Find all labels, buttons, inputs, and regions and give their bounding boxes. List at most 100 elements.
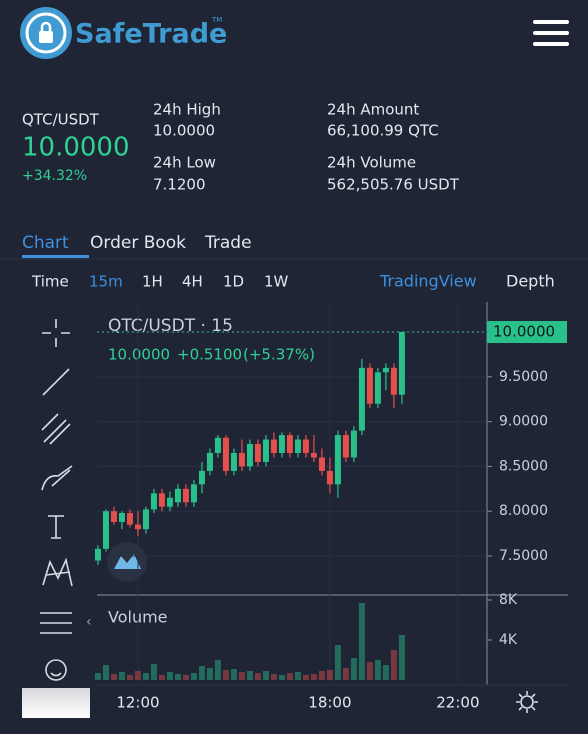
candle-body [374,372,381,404]
candle-body [302,439,309,453]
candle-body [278,435,285,453]
candle-body [134,524,141,530]
logo[interactable]: SafeTrade TM [20,7,227,59]
volume-bar [166,672,173,680]
gear [520,695,534,709]
tab[interactable]: Trade [204,233,252,253]
fib-tool[interactable] [41,413,71,445]
candle-body [158,493,165,507]
candle-body [294,439,301,453]
candle-body [262,439,269,462]
crosshair-tool[interactable] [42,319,70,347]
logo-ring [25,12,67,54]
interval[interactable]: 1W [264,273,289,291]
chart-title: QTC/USDT · 15 [108,316,233,336]
candle-body [318,457,325,471]
candle-body [350,430,357,458]
candle-body [190,484,197,503]
price-tag-label: 10.0000 [493,323,555,341]
menu-bar [533,20,569,24]
emoji-tool[interactable] [45,659,67,681]
volume-bar [102,665,109,680]
candle-body [174,488,181,503]
candle-body [310,452,317,458]
brush-tool[interactable] [41,465,73,491]
stat-label: 24h Amount [327,101,419,119]
price-change: +34.32% [22,168,87,184]
volume-bar [302,675,309,680]
volume-bar [142,673,149,680]
chart-settings[interactable] [516,691,538,713]
candle-body [254,444,261,462]
candle-body [198,470,205,485]
pattern-tool[interactable] [42,557,73,587]
volume-bar [110,674,117,680]
time-tick-label: 12:00 [116,694,159,712]
tab[interactable]: Chart [22,233,69,253]
volume-bar [318,671,325,680]
text-tool[interactable] [48,515,64,539]
volume-bar [230,669,237,680]
candle-body [238,452,245,467]
tv-badge-icon [114,554,141,569]
candle-body [326,470,333,485]
volume-bar [174,674,181,680]
volume-bar [246,671,253,680]
candle-body [182,488,189,503]
interval[interactable]: 1D [223,273,244,291]
interval[interactable]: 1H [142,273,163,291]
volume-bar [206,668,213,680]
tab-underline [22,255,89,258]
volume-bar [374,660,381,680]
volume-bar [134,671,141,680]
candle-body [214,437,221,453]
menu-button[interactable] [533,20,569,46]
settings-tool[interactable] [40,612,72,634]
candle-body [398,332,405,395]
time-label[interactable]: Time [31,273,69,291]
volume-bar [278,675,285,680]
trendline-tool[interactable] [42,368,70,396]
time-tick-label: 22:00 [436,694,479,712]
tv-badge[interactable] [107,542,147,582]
candle-body [102,511,109,549]
legend-value: (+5.37%) [243,346,315,364]
price-tick-label: 9.5000 [499,369,548,385]
candle-body [110,511,117,522]
logo-text: SafeTrade [75,19,227,50]
volume-bar [222,670,229,680]
volume-bar [390,650,397,680]
candle-body [150,493,157,510]
interval[interactable]: 15m [89,273,123,291]
volume-bar [358,603,365,680]
plot: 7.5000 8.0000 8.5000 9.0000 9.5000 10.0000 4K 8… [94,302,567,712]
gear-teeth [516,691,538,713]
interval[interactable]: 4H [182,273,203,291]
price-tag [487,321,567,344]
volume-bar [198,666,205,680]
drawing-tools [40,319,73,681]
view-link[interactable]: Depth [506,272,555,291]
candle-body [126,513,133,525]
collapse-arrow[interactable]: ‹ [86,614,92,630]
blurred-region [22,688,90,718]
view-link[interactable]: TradingView [379,272,477,291]
price-tick-label: 8.0000 [499,503,548,519]
volume-bar [294,672,301,680]
volume-bar [310,674,317,680]
candle-body [342,435,349,458]
volume-bar [94,673,101,680]
candle-body [94,548,101,561]
stat-value: 66,100.99 QTC [327,122,439,140]
candle-body [270,439,277,453]
candle-body [166,497,173,507]
volume-bar [214,660,221,680]
tab[interactable]: Order Book [90,233,186,253]
logo-lock [39,31,53,43]
volume-bar [270,674,277,680]
trademark: TM [211,16,222,24]
volume-bar [342,668,349,680]
candle-body [366,367,373,404]
volume-bar [366,662,373,680]
